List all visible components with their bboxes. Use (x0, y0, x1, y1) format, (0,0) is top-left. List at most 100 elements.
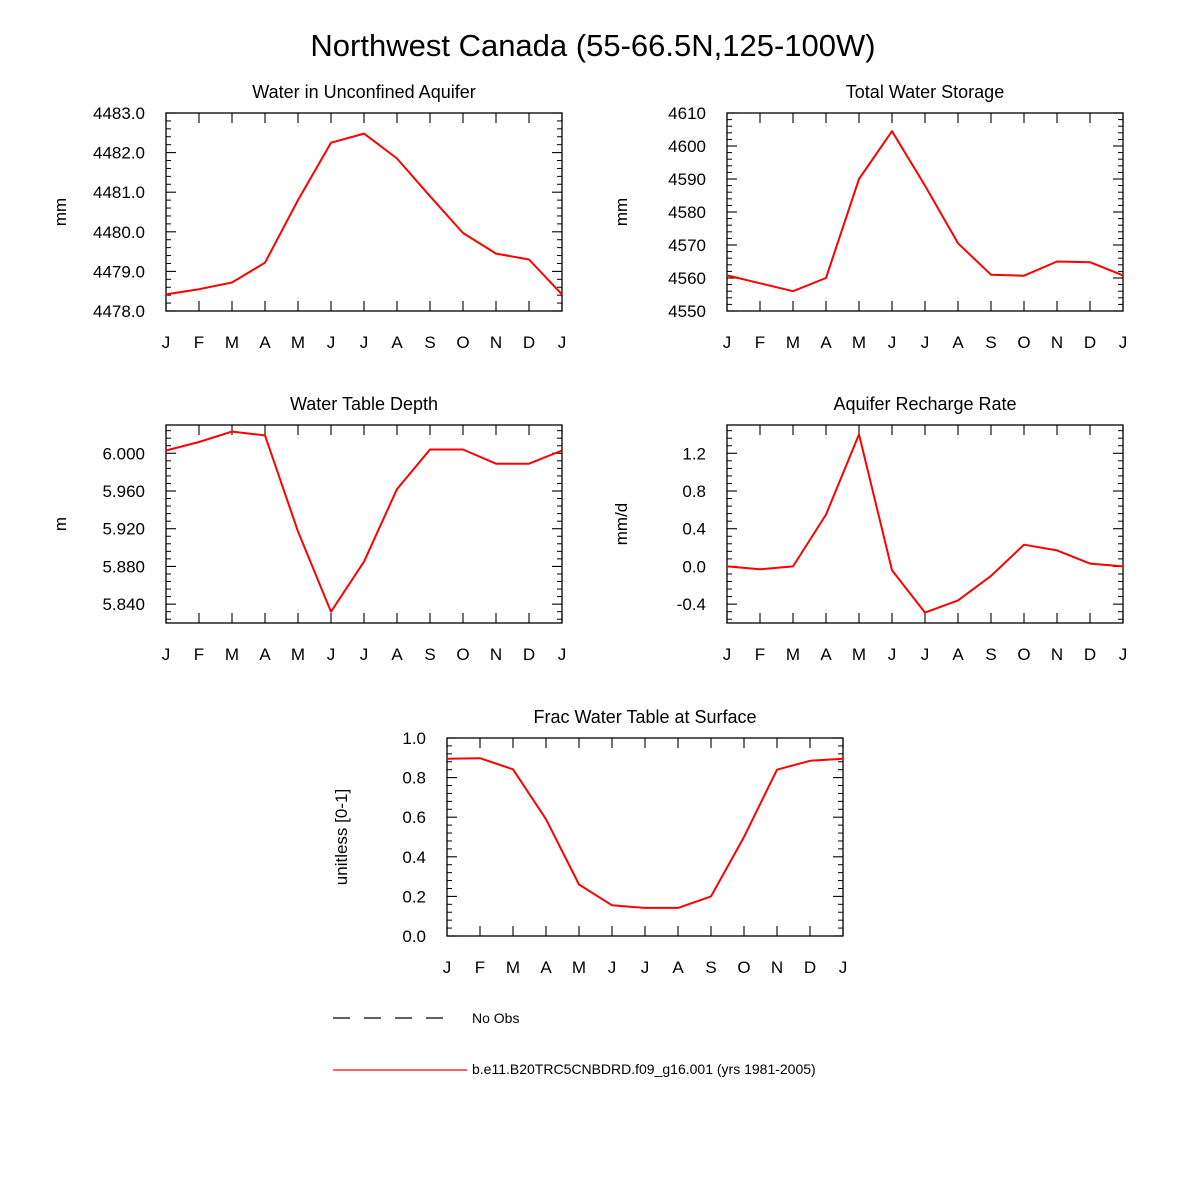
legend: No Obs b.e11.B20TRC5CNBDRD.f09_g16.001 (… (333, 1010, 816, 1077)
x-tick-label: J (839, 958, 848, 977)
x-tick-label: A (391, 645, 403, 664)
chart-frac-water-table-at-surface: J F M A M J J A S O N D J 0.0 0.2 0.4 0.6 0.8 1.0 unitless … (332, 707, 847, 977)
x-tick-label: F (194, 333, 204, 352)
chart-title: Water Table Depth (290, 394, 438, 414)
y-tick-label: 4479.0 (93, 262, 145, 281)
x-tick-label: J (162, 645, 171, 664)
series-line (446, 757, 844, 909)
y-tick-label: 1.0 (402, 729, 426, 748)
series-line (165, 430, 563, 613)
x-tick-label: J (162, 333, 171, 352)
x-tick-label: A (391, 333, 403, 352)
x-tick-label: M (786, 333, 800, 352)
x-tick-label: M (852, 333, 866, 352)
chart-water-table-depth: J F M A M J J A S O N D J 5.840 5.880 5.920 5.960 6.000 m W… (51, 394, 566, 664)
x-tick-label: O (737, 958, 750, 977)
x-tick-label: J (443, 958, 452, 977)
x-tick-label: D (523, 645, 535, 664)
x-tick-label: A (259, 333, 271, 352)
y-tick-label: 0.4 (682, 520, 706, 539)
plot-frame (726, 112, 1124, 312)
x-tick-label: J (921, 645, 930, 664)
x-tick-label: O (1017, 333, 1030, 352)
x-tick-label: D (523, 333, 535, 352)
y-axis-label: mm (51, 198, 70, 226)
x-tick-label: M (225, 645, 239, 664)
legend-label-no-obs: No Obs (472, 1010, 519, 1026)
x-tick-label: J (723, 333, 732, 352)
y-tick-label: 4600 (668, 137, 706, 156)
x-tick-label: M (572, 958, 586, 977)
x-tick-label: J (558, 645, 567, 664)
x-tick-label: D (1084, 645, 1096, 664)
x-tick-label: N (771, 958, 783, 977)
chart-water-in-unconfined-aquifer: J F M A M J J A S O N D J 4478.0 4479.0 4480.0 4481.0 448… (51, 82, 566, 352)
x-tick-label: O (456, 333, 469, 352)
x-tick-label: M (786, 645, 800, 664)
x-tick-label: J (1119, 645, 1128, 664)
y-axis-label: unitless [0-1] (332, 789, 351, 885)
y-tick-label: 0.0 (682, 557, 706, 576)
y-tick-label: 4478.0 (93, 302, 145, 321)
x-tick-label: F (194, 645, 204, 664)
plot-frame (726, 424, 1124, 624)
x-tick-label: M (506, 958, 520, 977)
y-tick-label: 4550 (668, 302, 706, 321)
y-tick-label: 1.2 (682, 444, 706, 463)
y-tick-label: 6.000 (102, 444, 145, 463)
y-axis-label: mm (612, 198, 631, 226)
x-tick-label: N (490, 645, 502, 664)
x-tick-label: S (985, 645, 996, 664)
x-tick-label: J (327, 333, 336, 352)
x-tick-label: A (540, 958, 552, 977)
y-axis-label: mm/d (612, 503, 631, 546)
y-tick-label: 4560 (668, 269, 706, 288)
x-tick-label: J (641, 958, 650, 977)
y-tick-label: 0.8 (682, 482, 706, 501)
x-tick-label: F (755, 645, 765, 664)
y-tick-label: 4570 (668, 236, 706, 255)
x-tick-label: J (608, 958, 617, 977)
y-tick-label: 0.8 (402, 769, 426, 788)
series-line (165, 132, 563, 296)
x-tick-label: A (672, 958, 684, 977)
x-tick-label: S (985, 333, 996, 352)
figure-title: Northwest Canada (55-66.5N,125-100W) (310, 28, 875, 63)
chart-aquifer-recharge-rate: J F M A M J J A S O N D J -0.4 0.0 0.4 0.8 1.2 mm/d Aquifer… (612, 394, 1127, 664)
x-tick-label: A (820, 645, 832, 664)
x-tick-label: J (558, 333, 567, 352)
y-tick-label: 4610 (668, 104, 706, 123)
y-tick-label: 4482.0 (93, 144, 145, 163)
y-tick-label: 4590 (668, 170, 706, 189)
y-tick-label: 5.880 (102, 557, 145, 576)
x-tick-label: A (259, 645, 271, 664)
x-tick-label: J (360, 333, 369, 352)
x-tick-label: M (852, 645, 866, 664)
plot-frame (165, 424, 563, 624)
y-tick-label: 5.840 (102, 595, 145, 614)
x-tick-label: S (705, 958, 716, 977)
y-tick-label: 4483.0 (93, 104, 145, 123)
y-axis-label: m (51, 517, 70, 531)
x-tick-label: N (1051, 333, 1063, 352)
x-tick-label: M (291, 333, 305, 352)
x-tick-label: D (804, 958, 816, 977)
plot-frame (165, 112, 563, 312)
series-line (726, 433, 1124, 614)
chart-title: Aquifer Recharge Rate (833, 394, 1016, 414)
x-tick-label: J (360, 645, 369, 664)
x-tick-label: J (888, 645, 897, 664)
chart-title: Total Water Storage (846, 82, 1004, 102)
x-tick-label: S (424, 333, 435, 352)
x-tick-label: A (952, 645, 964, 664)
x-tick-label: S (424, 645, 435, 664)
chart-title: Water in Unconfined Aquifer (252, 82, 475, 102)
x-tick-label: N (1051, 645, 1063, 664)
x-tick-label: O (456, 645, 469, 664)
x-tick-label: M (225, 333, 239, 352)
y-tick-label: 4480.0 (93, 223, 145, 242)
y-tick-label: 5.960 (102, 482, 145, 501)
y-tick-label: 5.920 (102, 520, 145, 539)
y-tick-label: 4580 (668, 203, 706, 222)
